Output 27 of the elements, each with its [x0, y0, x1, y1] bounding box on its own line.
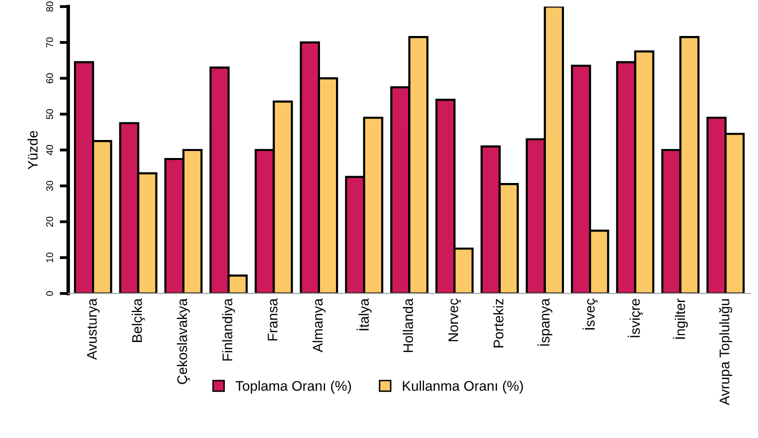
y-tick-label: 0 [46, 291, 54, 296]
y-tick-label: 20 [46, 216, 54, 227]
x-tick-label: Fransa [268, 298, 278, 340]
y-tick-label: 80 [46, 2, 54, 12]
x-tick-label: Finlandiya [222, 298, 236, 360]
y-axis-title: Yüzde [27, 130, 38, 170]
x-tick-label: İsveç [582, 298, 598, 330]
x-tick-label: Portekiz [493, 299, 504, 348]
y-tick-label: 10 [46, 252, 54, 262]
x-tick-label: İngilter [672, 298, 688, 339]
x-tick-label: İtalya [356, 298, 372, 330]
y-tick-label: 50 [46, 109, 54, 120]
x-tick-label: İsviçre [628, 298, 643, 338]
y-tick-label: 40 [46, 144, 54, 156]
x-tick-label: Avrupa Topluluğu [719, 299, 732, 406]
x-tick-label: Çekoslavakya [176, 298, 190, 384]
y-tick-label: 70 [46, 37, 54, 48]
x-tick-label: Avusturya [87, 298, 100, 360]
x-tick-label: Hollanda [402, 298, 414, 352]
y-tick-label: 60 [46, 73, 54, 84]
legend-label: Toplama Oranı (%) [236, 380, 351, 394]
x-tick-label: İspanya [537, 298, 552, 346]
legend-label: Kullanma Oranı (%) [402, 380, 523, 394]
y-tick-label: 30 [46, 180, 54, 191]
x-tick-label: Norveç [448, 298, 461, 342]
x-tick-label: Almanya [312, 298, 326, 352]
x-tick-label: Belçika [132, 298, 145, 342]
